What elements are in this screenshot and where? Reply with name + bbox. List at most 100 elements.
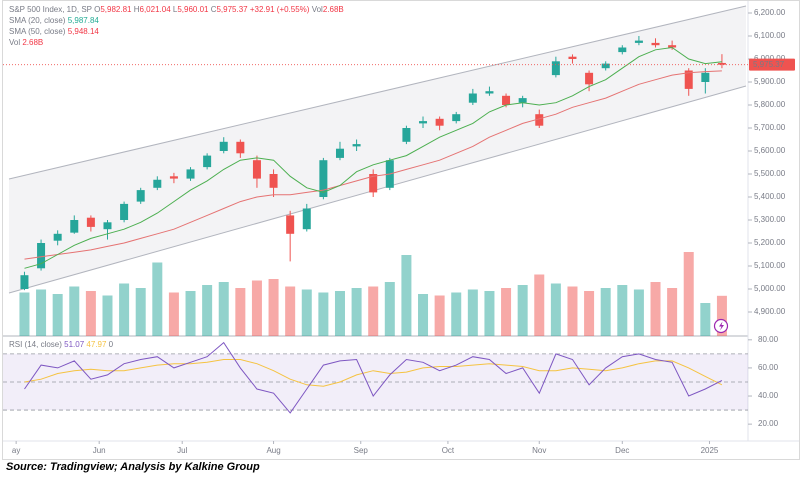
volume-bar xyxy=(667,288,678,336)
candle-body xyxy=(651,42,660,46)
x-tick-label: Dec xyxy=(615,446,629,455)
volume-bar xyxy=(218,282,229,336)
volume-bar xyxy=(617,285,628,336)
candle-body xyxy=(502,95,511,105)
candle-body xyxy=(70,220,79,233)
candle-body xyxy=(302,208,311,230)
chart: 4,900.00 5,000.00 5,100.00 5,200.00 5,300.00… xyxy=(2,0,800,460)
value: 5,982.81 xyxy=(100,5,132,14)
volume-bar xyxy=(318,292,329,336)
candle-body xyxy=(485,91,494,94)
y-tick-label: 4,900.00 xyxy=(754,307,786,316)
volume-bar xyxy=(152,262,163,336)
candle-body xyxy=(252,160,261,179)
y-tick-label: 6,200.00 xyxy=(754,8,786,17)
volume-bar xyxy=(650,282,661,336)
y-tick-label: 5,900.00 xyxy=(754,77,786,86)
y-tick-label: 6,100.00 xyxy=(754,31,786,40)
volume-bar xyxy=(451,292,462,336)
x-tick-label: ay xyxy=(12,446,20,455)
candle-body xyxy=(219,141,228,151)
candle-body xyxy=(86,217,95,227)
volume-bar xyxy=(185,291,196,336)
volume-bar xyxy=(135,288,146,336)
y-tick-label: 6,000.00 xyxy=(754,54,786,63)
label: L xyxy=(173,5,178,14)
volume-bar xyxy=(119,283,130,336)
x-tick-label: Sep xyxy=(354,446,369,455)
y-tick-label: 5,200.00 xyxy=(754,238,786,247)
sma20-line xyxy=(24,46,722,269)
label: C xyxy=(211,5,217,14)
channel-fill xyxy=(9,6,746,293)
channel-upper xyxy=(8,5,747,180)
channel xyxy=(8,5,747,294)
y-tick-label: 5,300.00 xyxy=(754,215,786,224)
volume-bar xyxy=(384,282,395,336)
candle-body xyxy=(634,40,643,43)
volume-bar xyxy=(484,291,495,336)
volume-bar xyxy=(418,294,429,336)
value: 5,960.01 xyxy=(177,5,209,14)
candle-body xyxy=(169,176,178,179)
rsi-tick-label: 20.00 xyxy=(758,419,779,428)
value: 5,975.37 xyxy=(216,5,248,14)
bolt-icon[interactable] xyxy=(713,318,729,334)
candle-body xyxy=(518,98,527,103)
candle-body xyxy=(568,56,577,59)
candle-body xyxy=(186,169,195,179)
ohlc-legend: S&P 500 Index, 1D, SP O5,982.81 H6,021.0… xyxy=(9,5,344,14)
volume-bar xyxy=(19,292,30,336)
candle-body xyxy=(236,141,245,154)
volume-bar xyxy=(168,292,179,336)
symbol: S&P 500 Index, 1D, SP xyxy=(9,5,92,14)
volume-bar xyxy=(285,286,296,336)
x-tick-label: Oct xyxy=(442,446,455,455)
volume-bar xyxy=(501,288,512,336)
rsi-tick-label: 40.00 xyxy=(758,391,779,400)
volume-bar xyxy=(550,283,561,336)
candle-body xyxy=(352,144,361,147)
candle-body xyxy=(452,114,461,122)
volume-bar xyxy=(467,289,478,336)
volume-bar xyxy=(401,255,412,336)
volume-bar xyxy=(85,291,96,336)
volume-bar xyxy=(584,291,595,336)
candle-body xyxy=(153,179,162,188)
sma20-legend: SMA (20, close) 5,987.84 xyxy=(9,16,99,25)
x-tick-label: Jun xyxy=(93,446,106,455)
volume-bar xyxy=(534,274,545,336)
candle-body xyxy=(668,45,677,48)
value: 5,987.84 xyxy=(68,16,100,25)
candle-body xyxy=(585,72,594,85)
candle-body xyxy=(20,275,29,289)
label: H xyxy=(134,5,140,14)
y-tick-label: 5,100.00 xyxy=(754,261,786,270)
value: 5,948.14 xyxy=(68,27,100,36)
volume-bar xyxy=(517,285,528,336)
volume-bar xyxy=(434,295,445,336)
label: O xyxy=(94,5,100,14)
volume-bar xyxy=(69,286,80,336)
volume-bar xyxy=(334,291,345,336)
label: Vol xyxy=(9,38,20,47)
volume-bar xyxy=(102,295,113,336)
candle-body xyxy=(701,72,710,82)
channel-lower xyxy=(8,85,747,294)
candle-body xyxy=(435,118,444,126)
volume-bar xyxy=(202,285,213,336)
volume-bar xyxy=(351,288,362,336)
candle-body xyxy=(53,233,62,241)
candle-body xyxy=(402,128,411,142)
rsi-ma-line xyxy=(24,359,723,387)
bolt[interactable] xyxy=(719,321,724,331)
volume-bar xyxy=(36,289,47,336)
candle-body xyxy=(286,215,295,234)
y-tick-label: 5,000.00 xyxy=(754,284,786,293)
volume-bar xyxy=(52,294,63,336)
sma50-line xyxy=(24,70,722,260)
candle-body xyxy=(618,47,627,53)
x-tick-label: Nov xyxy=(532,446,546,455)
label: RSI (14, close) xyxy=(9,340,62,349)
